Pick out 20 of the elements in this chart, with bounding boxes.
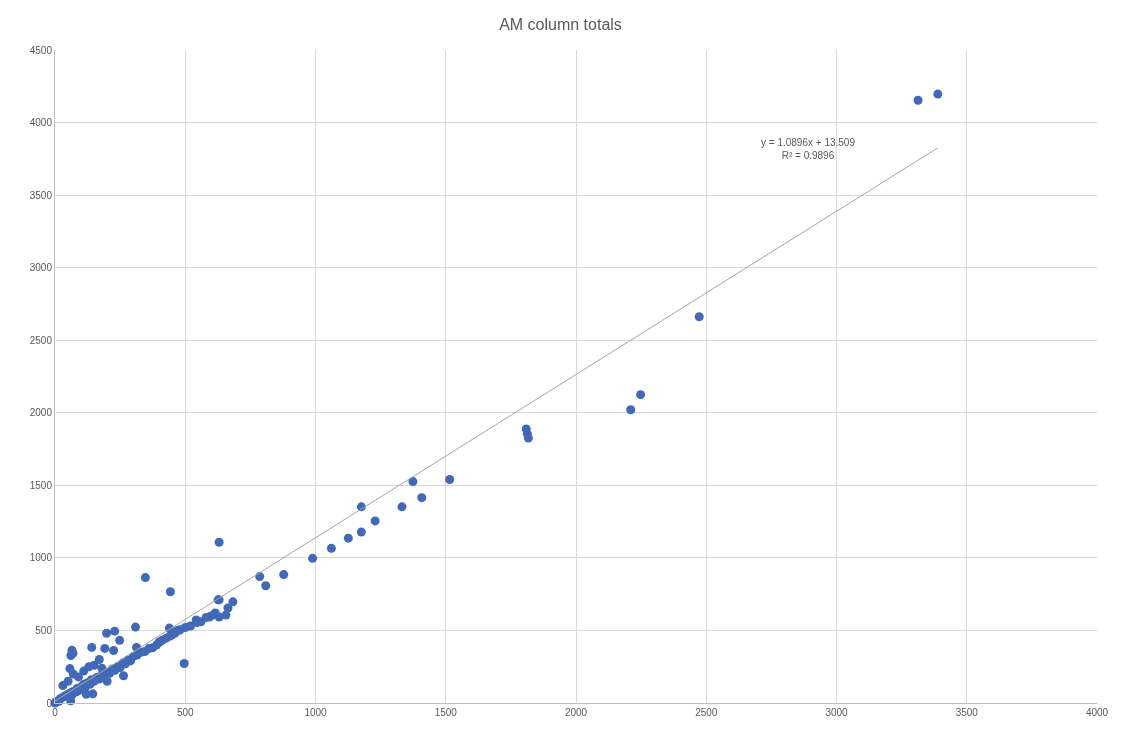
x-tick-label: 500 <box>176 707 195 718</box>
y-tick-label: 0 <box>46 697 53 709</box>
x-tick-label: 1500 <box>434 707 458 718</box>
x-tick-label: 3500 <box>955 707 979 718</box>
y-tick-label: 4500 <box>29 44 53 56</box>
x-tick-label: 3000 <box>825 707 849 718</box>
y-tick-label: 500 <box>35 624 53 636</box>
y-tick-label: 1500 <box>29 479 53 491</box>
y-tick-label: 2000 <box>29 407 53 419</box>
y-tick-label: 3000 <box>29 262 53 274</box>
y-tick-label: 4000 <box>29 117 53 129</box>
y-tick-label: 3500 <box>29 189 53 201</box>
x-tick-label: 2000 <box>564 707 588 718</box>
chart-title: AM column totals <box>499 15 622 33</box>
y-tick-label: 1000 <box>29 552 53 564</box>
x-tick-label: 1000 <box>304 707 328 718</box>
y-tick-label: 2500 <box>29 334 53 346</box>
x-tick-label: 4000 <box>1085 707 1109 718</box>
x-tick-label: 2500 <box>695 707 718 718</box>
annotation: y = 1.0896x + 13.509 R² = 0.9896 <box>761 137 856 161</box>
